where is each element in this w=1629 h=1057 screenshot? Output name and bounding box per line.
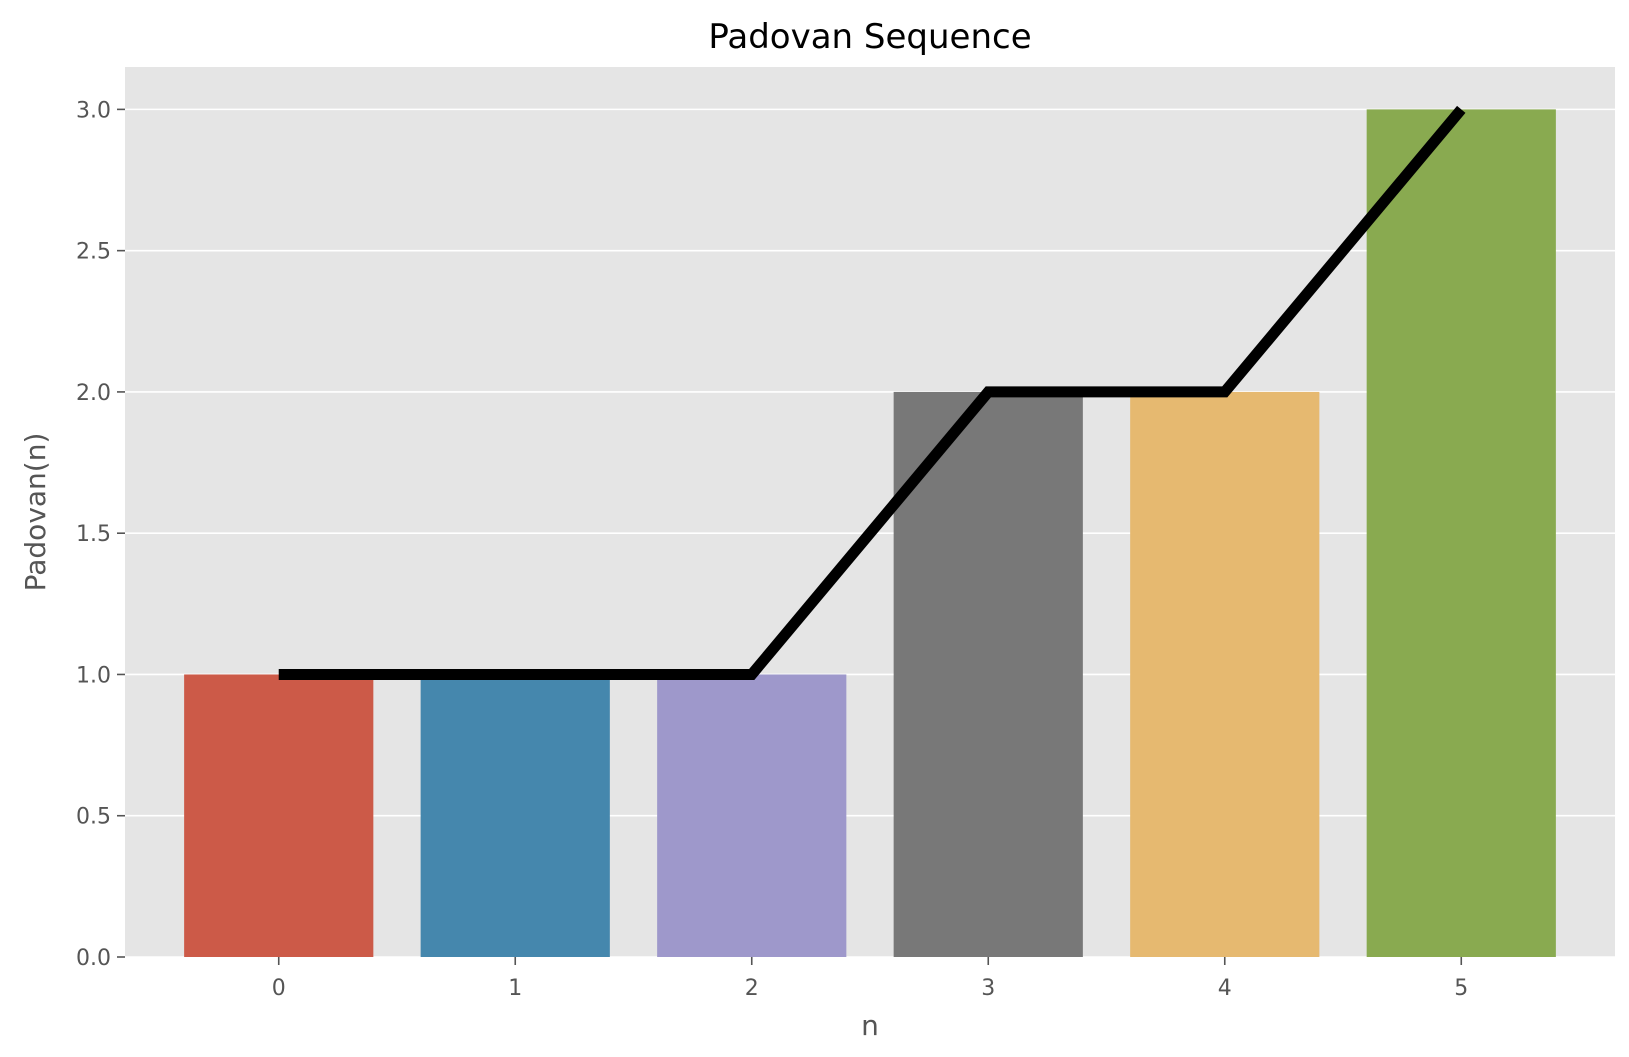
- chart-title: Padovan Sequence: [708, 17, 1031, 57]
- x-tick-label: 1: [508, 976, 522, 1001]
- x-axis-label: n: [861, 1009, 879, 1042]
- y-axis-label: Padovan(n): [19, 433, 52, 592]
- x-tick-label: 3: [981, 976, 995, 1001]
- line-layer: [278, 105, 1466, 680]
- series-line: [278, 105, 1466, 680]
- x-tick-label: 5: [1454, 976, 1468, 1001]
- bars: [184, 109, 1556, 957]
- bar: [184, 674, 374, 957]
- y-axis: 0.0 0.5 1.0 1.5 2.0 2.5 3.0: [76, 98, 125, 971]
- x-tick-label: 0: [272, 976, 286, 1001]
- x-tick-label: 4: [1218, 976, 1232, 1001]
- y-tick-label: 2.0: [76, 381, 111, 406]
- y-tick-label: 2.5: [76, 240, 111, 265]
- bar: [893, 391, 1083, 957]
- y-tick-label: 0.5: [76, 805, 111, 830]
- bar: [1366, 109, 1556, 957]
- x-axis: 0 1 2 3 4 5: [272, 957, 1468, 1001]
- y-tick-label: 3.0: [76, 98, 111, 123]
- y-tick-label: 1.5: [76, 522, 111, 547]
- bar: [1130, 391, 1320, 957]
- bar: [657, 674, 847, 957]
- x-tick-label: 2: [745, 976, 759, 1001]
- y-tick-label: 1.0: [76, 663, 111, 688]
- bar: [420, 674, 610, 957]
- y-tick-label: 0.0: [76, 946, 111, 971]
